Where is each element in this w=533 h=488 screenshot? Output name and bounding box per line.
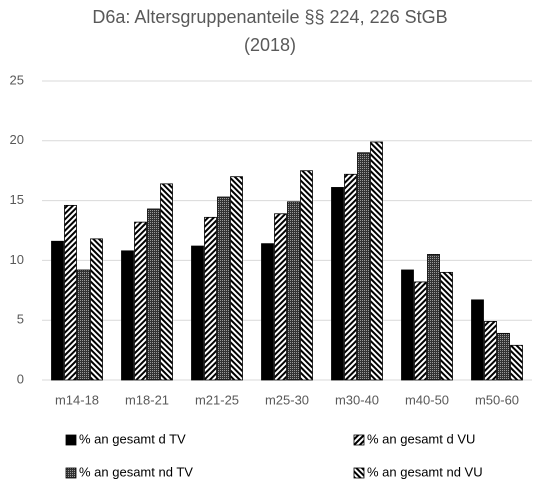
- legend-swatch: [65, 434, 77, 446]
- bar: [427, 254, 440, 381]
- bar: [230, 176, 243, 381]
- x-tick-label: m50-60: [475, 392, 519, 407]
- bar: [191, 245, 204, 381]
- bar: [261, 243, 274, 381]
- legend-label: % an gesamt nd VU: [367, 464, 483, 479]
- bar: [90, 238, 103, 381]
- bar: [471, 299, 484, 381]
- bar: [484, 320, 497, 381]
- y-tick-label: 20: [10, 132, 24, 147]
- x-tick-label: m14-18: [55, 392, 99, 407]
- bar: [217, 196, 230, 381]
- legend-swatch: [353, 434, 365, 446]
- bar: [204, 216, 217, 381]
- bar: [64, 204, 77, 381]
- bar: [401, 269, 414, 381]
- bar: [51, 240, 64, 381]
- bar: [414, 281, 427, 381]
- bar: [77, 269, 90, 381]
- x-tick-label: m25-30: [265, 392, 309, 407]
- legend-label: % an gesamt d TV: [79, 431, 186, 446]
- bar: [274, 213, 287, 381]
- legend-label: % an gesamt d VU: [367, 431, 475, 446]
- legend-swatch: [65, 467, 77, 479]
- y-tick-label: 15: [10, 192, 24, 207]
- bar: [497, 332, 510, 381]
- bar: [134, 221, 147, 381]
- bar: [440, 271, 453, 381]
- bar: [370, 141, 383, 381]
- bar: [147, 208, 160, 381]
- bar: [331, 187, 344, 381]
- bar: [344, 173, 357, 381]
- legend-swatch: [353, 467, 365, 479]
- x-tick-label: m18-21: [125, 392, 169, 407]
- bar: [510, 344, 523, 381]
- y-tick-label: 5: [17, 312, 24, 327]
- x-tick-label: m21-25: [195, 392, 239, 407]
- bar: [160, 183, 173, 381]
- chart-subtitle: (2018): [244, 35, 296, 55]
- y-tick-label: 10: [10, 252, 24, 267]
- chart-title: D6a: Altersgruppenanteile §§ 224, 226 St…: [92, 7, 447, 27]
- bar: [121, 250, 134, 381]
- legend-label: % an gesamt nd TV: [79, 464, 193, 479]
- y-tick-label: 0: [17, 371, 24, 386]
- bar: [287, 201, 300, 381]
- bar: [357, 152, 370, 381]
- x-tick-label: m30-40: [335, 392, 379, 407]
- bar: [300, 170, 313, 381]
- x-tick-label: m40-50: [405, 392, 449, 407]
- y-tick-label: 25: [10, 72, 24, 87]
